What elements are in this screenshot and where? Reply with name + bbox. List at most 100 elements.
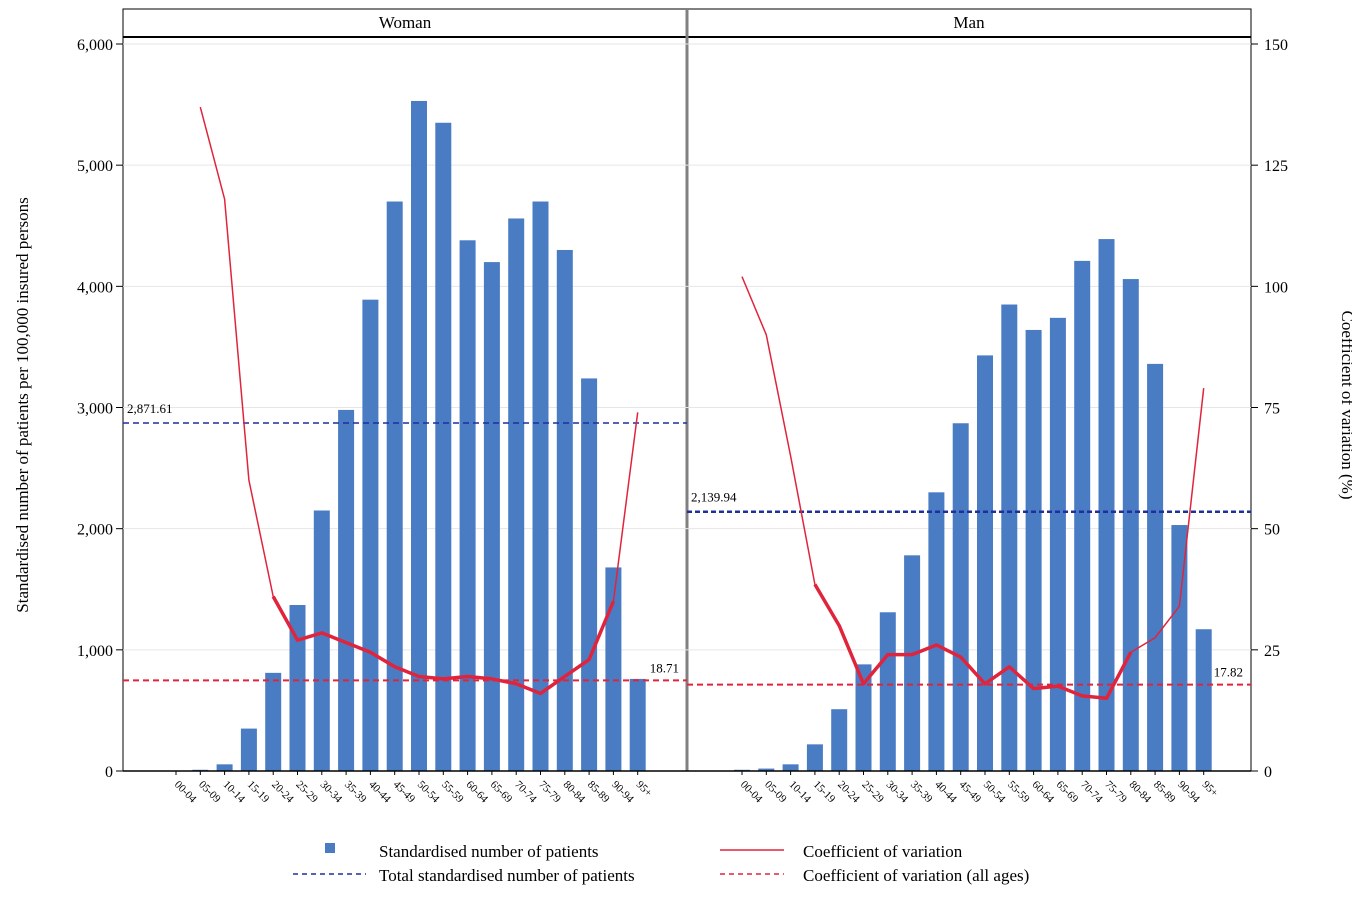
x-tick-label: 80-84 <box>561 779 588 806</box>
bar <box>629 678 646 771</box>
x-tick-label: 70-74 <box>512 779 539 806</box>
bars <box>192 100 1212 772</box>
x-tick-label: 15-19 <box>245 779 272 806</box>
x-tick-label: 10-14 <box>220 779 247 806</box>
x-tick-label: 35-39 <box>908 779 935 806</box>
y-left-tick-label: 2,000 <box>77 522 113 539</box>
x-tick-label: 60-64 <box>1029 779 1056 806</box>
x-tick-label: 75-79 <box>536 779 563 806</box>
bar <box>904 555 921 771</box>
bar <box>411 100 427 771</box>
bar <box>338 409 355 771</box>
x-tick-label: 05-09 <box>762 779 789 806</box>
bar <box>581 378 598 771</box>
x-tick-label: 50-54 <box>981 779 1008 806</box>
bar <box>435 122 452 772</box>
bar <box>806 744 823 771</box>
total-reference-label: 2,139.94 <box>691 490 737 505</box>
bar <box>1049 317 1066 771</box>
cv-line-highlight <box>271 595 616 696</box>
bar <box>289 605 306 771</box>
bar <box>831 709 848 771</box>
bar <box>556 249 573 771</box>
y-right-tick-label: 75 <box>1264 401 1280 418</box>
x-tick-label: 15-19 <box>811 779 838 806</box>
legend-bars-label: Standardised number of patients <box>379 842 599 861</box>
y-left-tick-label: 1,000 <box>77 643 113 660</box>
x-tick-label: 00-04 <box>172 779 199 806</box>
y-left-tick-label: 4,000 <box>77 279 113 296</box>
x-tick-label: 10-14 <box>786 779 813 806</box>
bar <box>605 567 622 771</box>
x-tick-label: 65-69 <box>488 779 515 806</box>
bar <box>1025 329 1042 771</box>
y-right-tick-label: 150 <box>1264 37 1288 54</box>
cv-line-highlight <box>813 583 1133 701</box>
y-left-tick-label: 5,000 <box>77 158 113 175</box>
bar <box>1195 629 1212 771</box>
y-left-tick-label: 3,000 <box>77 401 113 418</box>
x-tick-label: 45-49 <box>957 779 984 806</box>
legend-bar-swatch <box>325 843 335 853</box>
bar <box>313 510 330 771</box>
bar <box>758 768 775 771</box>
bar <box>216 764 233 771</box>
bar <box>1171 525 1188 771</box>
bar <box>1147 363 1164 771</box>
x-tick-label: 60-64 <box>463 779 490 806</box>
y-right-tick-label: 100 <box>1264 279 1288 296</box>
x-tick-label: 70-74 <box>1078 779 1105 806</box>
legend-cv-all-label: Coefficient of variation (all ages) <box>803 866 1029 885</box>
bar <box>855 664 872 771</box>
y-right-tick-label: 0 <box>1264 764 1272 781</box>
y-right-tick-label: 50 <box>1264 522 1280 539</box>
y-right-axis-label: Coefficient of variation (%) <box>1338 311 1352 500</box>
x-tick-label: 30-34 <box>318 779 345 806</box>
legend-cv-label: Coefficient of variation <box>803 842 963 861</box>
x-tick-label: 35-39 <box>342 779 369 806</box>
x-tick-label: 05-09 <box>196 779 223 806</box>
bar <box>386 201 403 771</box>
cv-all-reference-label: 17.82 <box>1214 665 1243 680</box>
bar <box>362 299 379 771</box>
bar <box>1001 304 1018 771</box>
x-tick-label: 55-59 <box>439 779 466 806</box>
y-left-tick-label: 0 <box>105 764 113 781</box>
y-right-tick-label: 25 <box>1264 643 1280 660</box>
bar <box>879 612 896 771</box>
cv-all-reference-label: 18.71 <box>650 660 679 675</box>
bar <box>459 240 476 772</box>
bar <box>240 728 257 771</box>
cv-lines <box>199 106 1205 701</box>
y-left-axis-label: Standardised number of patients per 100,… <box>13 197 32 612</box>
panel-title-man: Man <box>953 13 985 32</box>
x-tick-label: 25-29 <box>293 779 320 806</box>
legend: Standardised number of patients Coeffici… <box>293 842 1029 885</box>
x-tick-label: 85-89 <box>585 779 612 806</box>
bar <box>532 201 549 771</box>
x-tick-label: 25-29 <box>859 779 886 806</box>
bar <box>1122 279 1139 771</box>
y-left-tick-label: 6,000 <box>77 37 113 54</box>
x-tick-label: 80-84 <box>1127 779 1154 806</box>
bar <box>483 262 500 771</box>
x-tick-label: 75-79 <box>1102 779 1129 806</box>
x-tick-label: 40-44 <box>932 779 959 806</box>
bar <box>265 672 282 771</box>
bar <box>782 764 799 771</box>
bar <box>508 218 525 772</box>
x-tick-label: 90-94 <box>1175 779 1202 806</box>
bar <box>977 355 993 771</box>
bar <box>1098 239 1115 771</box>
bar <box>928 492 945 771</box>
total-reference-label: 2,871.61 <box>127 401 173 416</box>
bar <box>1074 260 1091 771</box>
x-tick-label: 95+ <box>1200 779 1221 800</box>
x-tick-label: 90-94 <box>609 779 636 806</box>
x-tick-label: 50-54 <box>415 779 442 806</box>
x-tick-label: 55-59 <box>1005 779 1032 806</box>
x-tick-label: 65-69 <box>1054 779 1081 806</box>
bar <box>952 423 969 771</box>
x-tick-label: 85-89 <box>1151 779 1178 806</box>
